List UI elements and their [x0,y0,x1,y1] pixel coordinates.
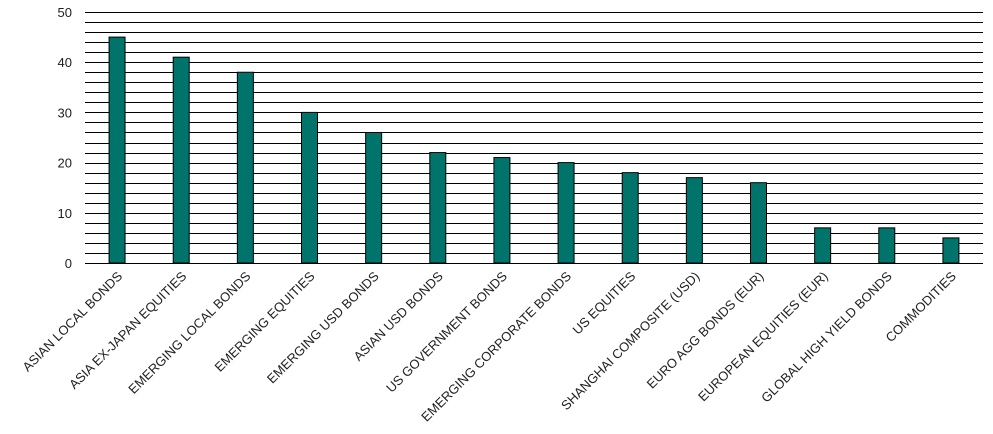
bar [493,157,511,264]
y-tick-label: 30 [58,105,72,120]
y-tick-label: 40 [58,55,72,70]
bar [365,131,383,264]
bar [750,182,767,264]
y-tick-label: 20 [58,156,72,171]
bar [108,36,126,264]
bar [172,56,190,264]
bar [236,71,254,264]
x-tick-label: EUROPEAN EQUITIES (EUR) [695,269,831,405]
x-tick-label: EURO AGG BONDS (EUR) [644,269,767,392]
bar [557,162,575,264]
x-tick-label: EMERGING LOCAL BONDS [125,268,253,396]
x-tick-label: EMERGING USD BONDS [264,268,382,386]
y-tick-label: 50 [58,5,72,20]
bar [301,111,318,264]
bar [429,152,447,264]
bar [621,172,639,264]
bar [814,227,832,264]
bar [685,177,703,264]
y-tick-label: 0 [65,256,72,271]
bar [878,227,896,264]
x-tick-label: US EQUITIES [569,268,638,337]
x-tick-label: GLOBAL HIGH YIELD BONDS [758,268,895,405]
x-tick-label: ASIA EX-JAPAN EQUITIES [66,268,190,392]
bar [942,237,960,264]
x-tick-label: US GOVERNMENT BONDS [383,268,510,395]
x-tick-label: SHANGHAI COMPOSITE (USD) [558,269,702,413]
y-tick-label: 10 [58,206,72,221]
